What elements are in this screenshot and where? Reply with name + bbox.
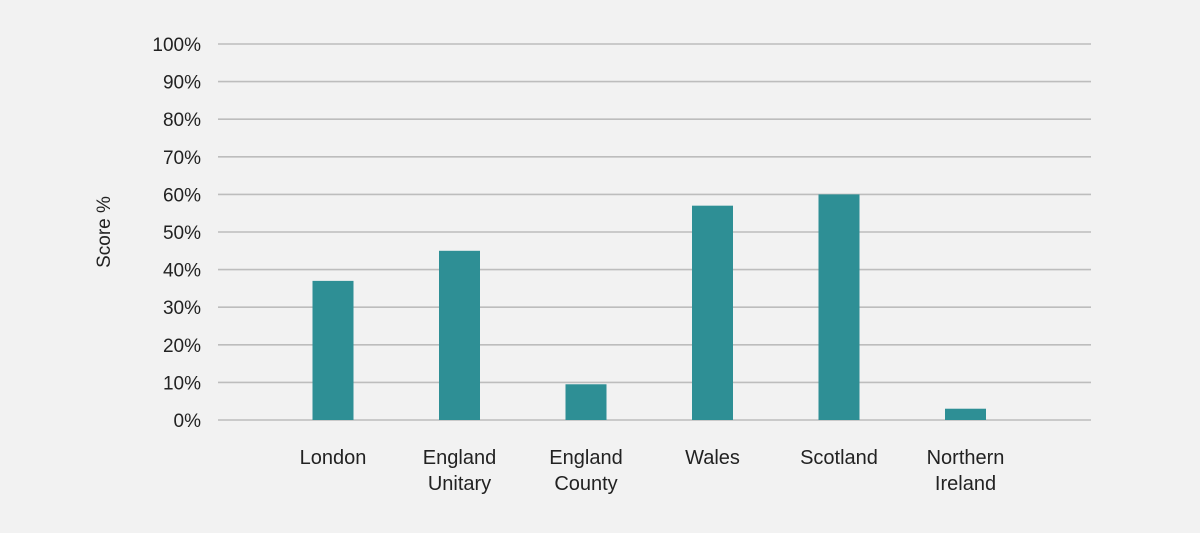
- y-tick-label: 80%: [163, 110, 201, 131]
- x-category-label-line: England: [423, 447, 496, 469]
- x-category-label: London: [300, 447, 367, 469]
- y-tick-label: 20%: [163, 336, 201, 357]
- x-category-label: Northern Ireland: [927, 447, 1005, 495]
- bar: [692, 205, 733, 420]
- x-category-label-line: County: [554, 473, 617, 495]
- bars: [312, 194, 986, 420]
- bar: [439, 250, 480, 420]
- y-tick-label: 100%: [152, 35, 201, 56]
- y-tick-label: 30%: [163, 298, 201, 319]
- y-tick-label: 40%: [163, 261, 201, 282]
- x-category-label: England County: [549, 447, 622, 495]
- y-tick-label: 0%: [174, 411, 202, 432]
- x-category-label-line: Wales: [685, 447, 740, 469]
- x-category-label-line: London: [300, 447, 367, 469]
- y-tick-label: 10%: [163, 373, 201, 394]
- y-axis-title: Score %: [94, 196, 115, 268]
- x-category-label: Wales: [685, 447, 740, 469]
- x-category-label-line: Scotland: [800, 447, 878, 469]
- bar: [565, 384, 607, 420]
- gridlines: [218, 43, 1091, 421]
- bar: [312, 280, 354, 420]
- x-category-label-line: England: [549, 447, 622, 469]
- bar: [945, 408, 986, 420]
- y-tick-label: 70%: [163, 148, 201, 169]
- x-category-label: Scotland: [800, 447, 878, 469]
- x-axis-category-labels: London England Unitary England County Wales Sc…: [300, 447, 1005, 495]
- x-category-label: England Unitary: [423, 447, 496, 495]
- y-tick-label: 50%: [163, 223, 201, 244]
- y-axis-tick-labels: 0% 10% 20% 30% 40% 50% 60% 70% 80% 90% 100%: [152, 35, 201, 432]
- x-category-label-line: Ireland: [935, 473, 996, 495]
- bar: [818, 194, 860, 420]
- y-tick-label: 90%: [163, 73, 201, 94]
- x-category-label-line: Unitary: [428, 473, 491, 495]
- x-category-label-line: Northern: [927, 447, 1005, 469]
- y-tick-label: 60%: [163, 185, 201, 206]
